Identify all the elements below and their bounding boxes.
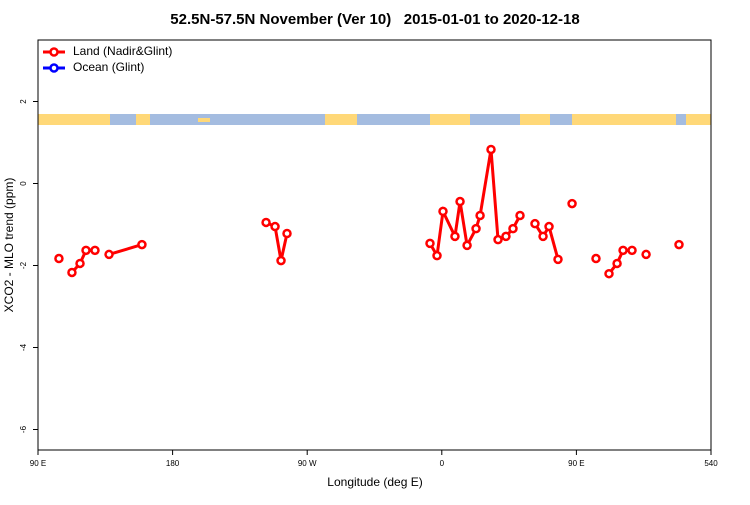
data-point	[493, 234, 503, 245]
data-point	[75, 258, 85, 269]
data-point	[282, 228, 292, 239]
data-point	[432, 250, 442, 261]
data-point	[475, 210, 485, 221]
data-point	[618, 245, 628, 256]
data-point	[508, 223, 518, 234]
data-point	[455, 196, 465, 207]
land-strip	[430, 114, 470, 125]
data-point	[261, 217, 271, 228]
data-point	[627, 245, 637, 256]
data-point	[137, 239, 147, 250]
ocean-strip	[38, 114, 711, 125]
data-point	[276, 255, 286, 266]
series-line	[533, 222, 560, 260]
x-tick-label: 90 E	[568, 459, 584, 468]
x-tick-label: 90 E	[30, 459, 46, 468]
legend-label: Land (Nadir&Glint)	[73, 44, 172, 58]
data-point	[438, 206, 448, 217]
y-axis-label: XCO2 - MLO trend (ppm)	[2, 178, 16, 313]
x-tick-label: 180	[166, 459, 180, 468]
data-point	[604, 268, 614, 279]
x-tick-label: 0	[440, 459, 445, 468]
data-point	[530, 218, 540, 229]
data-point	[54, 253, 64, 264]
data-point	[450, 231, 460, 242]
legend-marker	[49, 63, 59, 73]
data-point	[425, 238, 435, 249]
y-tick-label: 0	[19, 181, 28, 186]
data-point	[591, 253, 601, 264]
data-point	[501, 231, 511, 242]
land-strip	[38, 114, 110, 125]
land-strip	[572, 114, 676, 125]
data-point	[104, 249, 114, 260]
land-strip	[198, 118, 210, 122]
data-point	[641, 249, 651, 260]
legend-label: Ocean (Glint)	[73, 60, 144, 74]
y-tick-label: -6	[19, 425, 28, 433]
series-line	[265, 221, 289, 261]
x-axis-label: Longitude (deg E)	[327, 475, 422, 489]
data-point	[67, 267, 77, 278]
land-strip	[686, 114, 711, 125]
data-point	[90, 245, 100, 256]
data-point	[544, 221, 554, 232]
land-strip	[325, 114, 357, 125]
data-point	[270, 221, 280, 232]
y-tick-label: 2	[19, 99, 28, 104]
data-point	[612, 258, 622, 269]
data-point	[81, 245, 91, 256]
data-point	[567, 198, 577, 209]
series-line	[108, 243, 143, 256]
x-tick-label: 540	[704, 459, 718, 468]
surface-strip	[38, 114, 711, 125]
data-point	[515, 210, 525, 221]
land-strip	[136, 114, 150, 125]
data-point	[471, 223, 481, 234]
data-point	[553, 254, 563, 265]
x-tick-label: 90 W	[298, 459, 317, 468]
plot-frame	[37, 39, 712, 451]
chart-title: 52.5N-57.5N November (Ver 10) 2015-01-01…	[170, 11, 579, 28]
data-point	[538, 231, 548, 242]
data-point	[674, 239, 684, 250]
y-tick-label: -4	[19, 343, 28, 351]
y-tick-label: -2	[19, 261, 28, 269]
data-point	[486, 144, 496, 155]
land-strip	[520, 114, 550, 125]
data-point	[462, 240, 472, 251]
legend-marker	[49, 47, 59, 57]
